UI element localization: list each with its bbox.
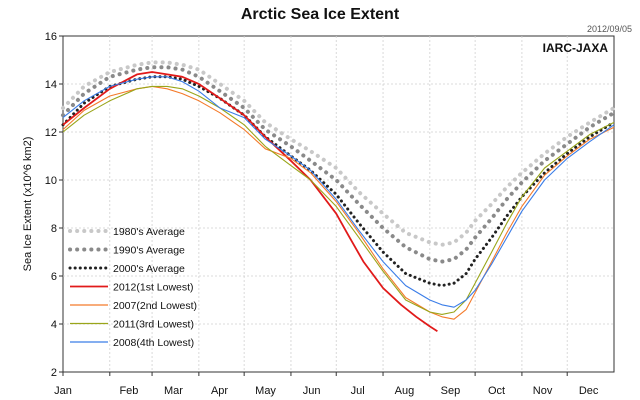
- y-tick-label: 16: [45, 31, 57, 43]
- x-tick-label: Apr: [211, 385, 228, 397]
- legend-label: 2011(3rd Lowest): [113, 319, 194, 331]
- series-line-4: [62, 85, 615, 320]
- x-tick-label: Aug: [395, 385, 415, 397]
- series-line-0: [61, 60, 616, 247]
- legend-label: 1980's Average: [113, 226, 185, 238]
- series-line-6: [62, 76, 615, 308]
- y-axis-label: Sea Ice Extent (x10^6 km2): [22, 137, 34, 272]
- x-tick-label: Nov: [533, 385, 553, 397]
- legend-label: 2007(2nd Lowest): [113, 300, 197, 312]
- y-tick-label: 12: [45, 127, 57, 139]
- y-tick-label: 8: [51, 223, 57, 235]
- series-line-3: [62, 71, 438, 332]
- y-tick-label: 4: [51, 319, 57, 331]
- gridlines: [63, 36, 614, 372]
- x-tick-label: Jul: [351, 385, 365, 397]
- x-tick-label: May: [255, 385, 276, 397]
- x-tick-label: Jan: [54, 385, 72, 397]
- x-tick-label: Jun: [303, 385, 321, 397]
- x-tick-label: Feb: [119, 385, 138, 397]
- date-stamp: 2012/09/05: [586, 24, 632, 34]
- y-tick-label: 2: [51, 367, 57, 379]
- legend-label: 2012(1st Lowest): [113, 282, 194, 294]
- source-label: IARC-JAXA: [543, 41, 609, 55]
- legend-label: 2000's Average: [113, 263, 185, 275]
- y-tick-label: 14: [45, 79, 57, 91]
- x-tick-label: Oct: [488, 385, 505, 397]
- x-tick-label: Mar: [164, 385, 183, 397]
- legend-label: 2008(4th Lowest): [113, 337, 194, 349]
- y-tick-label: 10: [45, 175, 57, 187]
- legend-label: 1990's Average: [113, 245, 185, 257]
- y-tick-label: 6: [51, 271, 57, 283]
- axes: 2 4 6 8 10 12 14 16 Jan Feb Mar Apr May Jun Jul Aug Sep O…: [45, 31, 599, 397]
- x-tick-label: Dec: [579, 385, 599, 397]
- chart-title: Arctic Sea Ice Extent: [240, 6, 400, 23]
- series-line-5: [62, 85, 615, 315]
- series-lines: [61, 60, 616, 332]
- legend: 1980's Average 1990's Average 2000's Avera…: [68, 226, 197, 349]
- series-line-1: [61, 65, 616, 264]
- x-tick-label: Sep: [441, 385, 461, 397]
